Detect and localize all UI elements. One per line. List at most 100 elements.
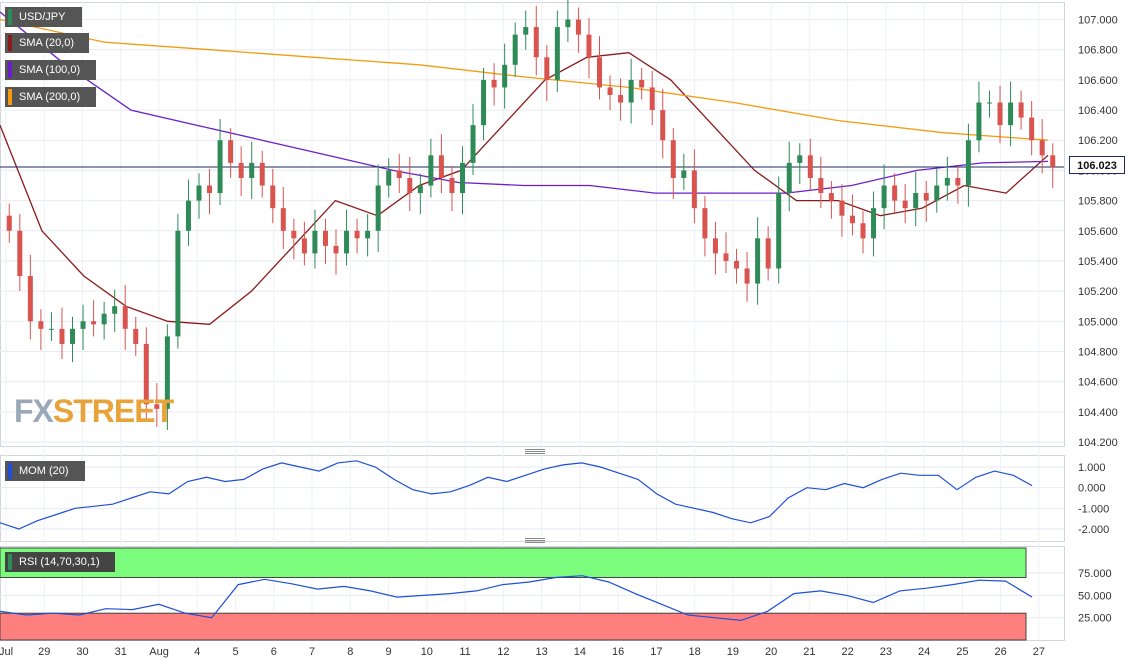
sma100-text: SMA (100,0): [19, 64, 81, 76]
candle-body: [618, 94, 624, 103]
candle-body: [27, 276, 33, 322]
x-tick-label: 5: [232, 646, 238, 658]
x-tick-label: 25: [956, 646, 968, 658]
candle-body: [101, 313, 107, 325]
candle-body: [470, 125, 476, 163]
x-tick-label: 8: [347, 646, 353, 658]
candle-body: [375, 185, 381, 231]
candle-body: [965, 140, 971, 186]
candle-body: [860, 223, 866, 239]
sma-line: [0, 52, 1049, 325]
candle-body: [607, 87, 613, 95]
candle-body: [122, 306, 128, 329]
sma100-label[interactable]: SMA (100,0): [5, 60, 96, 80]
pane-border: [0, 2, 1065, 447]
candle-body: [228, 140, 234, 163]
logo-street: STREET: [52, 393, 174, 429]
logo-fx: FX: [14, 393, 54, 429]
candle-body: [175, 230, 181, 337]
x-tick-label: 18: [688, 646, 700, 658]
rsi-text: RSI (14,70,30,1): [19, 556, 100, 568]
candle-body: [143, 343, 149, 405]
grid: [0, 2, 1065, 641]
x-tick-label: 21: [803, 646, 815, 658]
candle-body: [986, 102, 992, 104]
sma200-label[interactable]: SMA (200,0): [5, 87, 96, 107]
candle-body: [365, 230, 371, 239]
x-tick-label: 19: [727, 646, 739, 658]
candle-body: [238, 162, 244, 178]
x-tick-label: 23: [880, 646, 892, 658]
candle-body: [80, 321, 86, 329]
candle-body: [755, 238, 761, 284]
symbol-label[interactable]: USD/JPY: [5, 7, 82, 27]
x-tick-label: 12: [497, 646, 509, 658]
candle-body: [723, 253, 729, 261]
y-tick-label: 105.600: [1078, 226, 1118, 238]
candle-body: [301, 238, 307, 254]
x-tick-label: 14: [574, 646, 586, 658]
y-tick-label: 104.600: [1078, 377, 1118, 389]
candle-body: [386, 170, 392, 186]
candle-body: [660, 110, 666, 141]
candle-body: [955, 177, 961, 186]
x-tick-label: 11: [459, 646, 470, 658]
x-tick-label: 30: [76, 646, 88, 658]
candle-body: [597, 57, 603, 88]
x-tick-label: 16: [612, 646, 624, 658]
candle-body: [1008, 102, 1014, 126]
candle-body: [691, 170, 697, 209]
candle-body: [185, 200, 191, 231]
x-tick-label: 10: [421, 646, 433, 658]
candle-body: [1050, 155, 1056, 167]
rsi-tick-label: 25.000: [1078, 613, 1112, 625]
candle-body: [217, 140, 223, 194]
rsi-label[interactable]: RSI (14,70,30,1): [5, 552, 115, 572]
candle-body: [70, 328, 76, 344]
mom-tick-label: -1.000: [1078, 503, 1109, 515]
candle-body: [818, 177, 824, 194]
x-tick-label: 26: [995, 646, 1007, 658]
x-tick-label: 4: [194, 646, 200, 658]
rsi-line: [0, 575, 1033, 622]
y-tick-label: 106.400: [1078, 105, 1118, 117]
candle-body: [291, 230, 297, 239]
candle-body: [702, 208, 708, 239]
mom-label[interactable]: MOM (20): [5, 461, 85, 481]
candle-body: [164, 336, 170, 409]
candle-body: [438, 155, 444, 178]
candle-body: [565, 19, 571, 28]
sma20-label[interactable]: SMA (20,0): [5, 33, 89, 53]
x-tick-label: 6: [271, 646, 277, 658]
candle-body: [6, 215, 12, 231]
candle-body: [523, 27, 529, 35]
candle-body: [354, 230, 360, 239]
pane-resize-handle-1[interactable]: [525, 449, 545, 454]
candle-body: [902, 200, 908, 209]
pane-resize-handle-2[interactable]: [525, 538, 545, 543]
candle-body: [428, 155, 434, 186]
candle-body: [881, 185, 887, 209]
candle-body: [734, 260, 740, 269]
candle-body: [491, 79, 497, 88]
candle-body: [59, 328, 65, 344]
x-tick-label: 20: [765, 646, 777, 658]
candle-body: [639, 79, 645, 88]
x-tick-label: Aug: [149, 646, 169, 658]
sma20-swatch: [8, 35, 12, 51]
candle-body: [112, 306, 118, 314]
y-tick-label: 107.000: [1078, 15, 1118, 27]
rsi-tick-label: 50.000: [1078, 590, 1112, 602]
candle-body: [765, 238, 771, 269]
candle-body: [712, 238, 718, 254]
candle-body: [586, 34, 592, 58]
rsi-bands: [0, 547, 1027, 641]
x-tick-label: Jul: [0, 646, 13, 658]
y-tick-label: 106.200: [1078, 135, 1118, 147]
rsi-swatch: [8, 554, 12, 570]
candle-body: [934, 185, 940, 201]
candle-body: [512, 34, 518, 65]
candle-body: [807, 155, 813, 178]
candle-body: [976, 102, 982, 141]
